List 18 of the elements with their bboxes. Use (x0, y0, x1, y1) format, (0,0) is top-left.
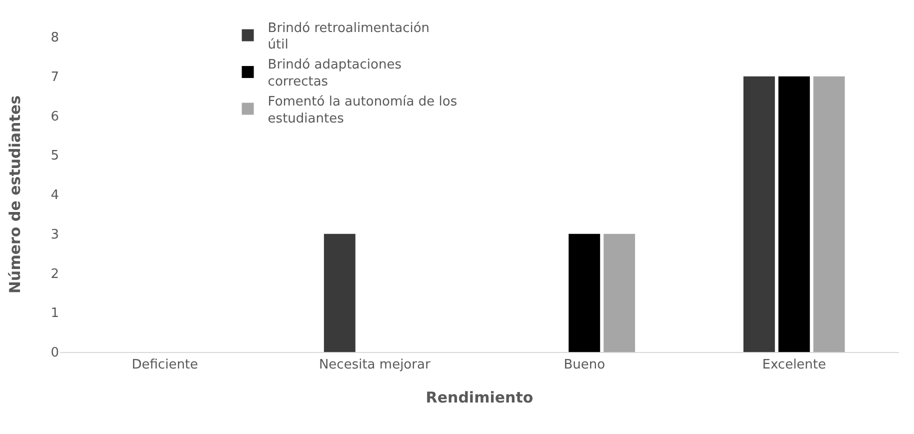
y-tick-label: 7 (50, 70, 59, 85)
y-tick-label: 4 (50, 188, 59, 204)
x-axis-title: Rendimiento (426, 388, 534, 407)
y-tick-label: 0 (50, 346, 59, 361)
y-tick-label: 8 (50, 30, 59, 46)
y-tick-label: 5 (50, 148, 59, 164)
x-tick-label: Deficiente (132, 358, 198, 373)
x-tick-label: Bueno (564, 358, 606, 373)
y-tick-label: 3 (50, 227, 59, 242)
x-tick-label: Excelente (762, 358, 826, 373)
x-tick-label: Necesita mejorar (318, 358, 431, 373)
y-tick-label: 2 (50, 266, 59, 282)
legend-label: Brindó adaptaciones correctas (268, 58, 402, 90)
y-tick-label: 1 (50, 306, 59, 322)
legend-label: Fomentó la autonomía de los estudiantes (268, 94, 458, 126)
legend-label: Brindó retroalimentación útil (268, 20, 430, 53)
y-tick-label: 6 (50, 109, 59, 124)
y-axis-title: Número de estudiantes (6, 95, 24, 294)
